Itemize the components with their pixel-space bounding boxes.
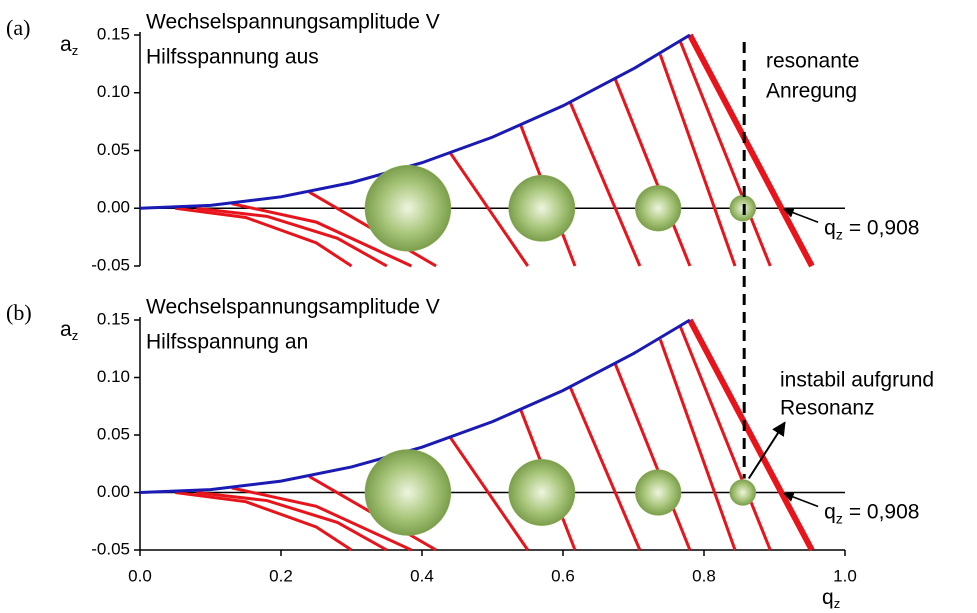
y-axis-label-sub: z xyxy=(72,43,79,58)
note: Resonanz xyxy=(780,397,875,420)
y-tick-label: 0.10 xyxy=(97,82,130,101)
note: instabil aufgrund xyxy=(780,369,934,392)
x-axis-label: qz xyxy=(822,586,840,612)
y-tick-label: 0.00 xyxy=(97,482,130,501)
q-marker-name: q xyxy=(824,500,836,523)
scan-line xyxy=(568,386,642,551)
x-tick-label: 0.8 xyxy=(692,566,716,585)
note: Anregung xyxy=(766,80,857,103)
chart-title: Wechselspannungsamplitude V xyxy=(146,11,440,34)
scan-line xyxy=(678,40,772,267)
q-marker-name: q xyxy=(824,216,836,239)
scan-line xyxy=(196,206,388,268)
q-marker-arrow xyxy=(783,491,819,508)
q-marker-label: qz = 0,908 xyxy=(824,216,919,242)
y-axis-label: az xyxy=(60,318,78,344)
scan-line xyxy=(678,325,772,551)
note-arrow xyxy=(747,421,786,480)
resonance-line xyxy=(687,33,815,268)
y-tick-label: -0.05 xyxy=(91,255,130,274)
ion-cloud xyxy=(364,164,452,252)
scan-line xyxy=(175,491,353,552)
scan-line xyxy=(231,202,413,268)
y-tick-label: 0.15 xyxy=(97,309,130,328)
x-tick-label: 1.0 xyxy=(833,566,857,585)
q-marker-text: = 0,908 xyxy=(849,500,920,523)
x-tick-label: 0.0 xyxy=(128,566,152,585)
x-axis-label-sub: z xyxy=(834,596,841,611)
stability-boundary xyxy=(139,33,691,210)
note: resonante xyxy=(766,50,859,73)
y-tick-label: 0.05 xyxy=(97,140,130,159)
scan-line xyxy=(196,491,388,552)
ion-cloud xyxy=(729,479,757,506)
chart-subtitle: Hilfsspannung aus xyxy=(146,46,319,69)
x-tick-label: 0.2 xyxy=(269,566,293,585)
stability-boundary xyxy=(139,318,691,494)
panel-label: (b) xyxy=(6,300,32,325)
resonance-line xyxy=(687,318,815,552)
scan-line xyxy=(175,206,353,268)
q-marker-arrow xyxy=(783,207,819,223)
y-tick-label: 0.00 xyxy=(97,198,130,217)
y-tick-label: -0.05 xyxy=(91,539,130,558)
scan-line xyxy=(231,486,413,552)
q-marker-sub: z xyxy=(836,226,843,242)
chart-subtitle: Hilfsspannung an xyxy=(146,331,308,354)
x-tick-label: 0.4 xyxy=(410,566,434,585)
q-marker-label: qz = 0,908 xyxy=(824,500,919,526)
y-tick-label: 0.05 xyxy=(97,424,130,443)
y-axis-label-main: a xyxy=(60,318,72,341)
y-axis-label: az xyxy=(60,33,78,59)
scan-line xyxy=(658,54,737,267)
scan-line xyxy=(448,436,529,551)
scan-line xyxy=(448,151,529,267)
chart-title: Wechselspannungsamplitude V xyxy=(146,296,440,319)
scan-line xyxy=(568,101,642,267)
scan-line xyxy=(613,363,692,551)
y-tick-label: 0.10 xyxy=(97,367,130,386)
ion-cloud xyxy=(508,459,576,526)
y-axis-label-main: a xyxy=(60,33,72,56)
ion-cloud xyxy=(635,185,682,232)
y-tick-label: 0.15 xyxy=(97,24,130,43)
ion-cloud xyxy=(364,449,452,536)
scan-line xyxy=(658,339,737,551)
ion-cloud xyxy=(635,469,682,516)
ion-cloud xyxy=(508,174,576,242)
q-marker-text: = 0,908 xyxy=(849,216,920,239)
panel-label: (a) xyxy=(6,15,30,40)
scan-line xyxy=(613,78,692,267)
x-tick-label: 0.6 xyxy=(551,566,575,585)
q-marker-sub: z xyxy=(836,510,843,526)
x-axis-label-main: q xyxy=(822,586,834,609)
y-axis-label-sub: z xyxy=(72,328,79,343)
